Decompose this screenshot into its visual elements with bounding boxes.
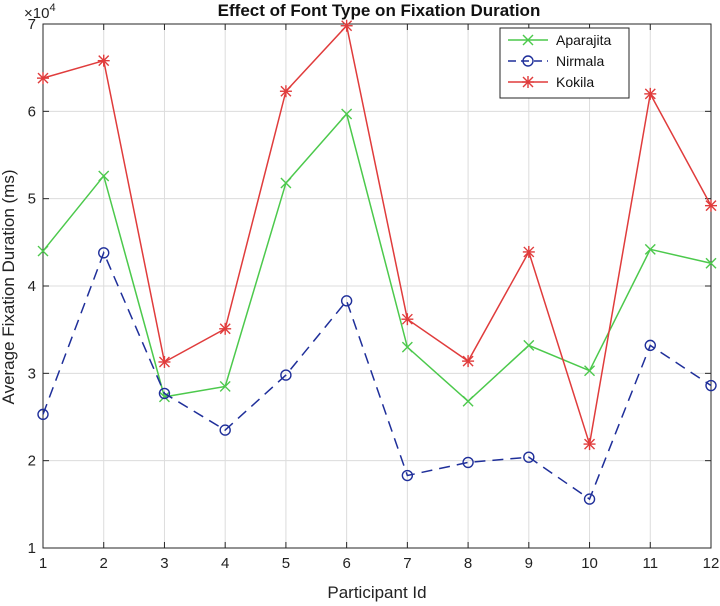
x-tick-label: 3 (160, 555, 168, 572)
x-tick-label: 7 (403, 555, 411, 572)
data-point-asterisk-marker (97, 54, 110, 67)
x-tick-label: 6 (342, 555, 350, 572)
x-tick-label: 8 (464, 555, 472, 572)
data-point-circle-marker (523, 451, 535, 463)
x-tick-label: 12 (703, 555, 720, 572)
legend-label: Nirmala (556, 53, 604, 69)
legend-item: Kokila (508, 74, 594, 90)
y-tick-label: 6 (28, 103, 36, 120)
x-tick-label: 5 (282, 555, 290, 572)
data-point-x-marker (158, 391, 170, 403)
data-point-asterisk-marker (583, 438, 596, 451)
data-point-asterisk-marker (340, 19, 353, 32)
y-axis-label: Average Fixation Duration (ms) (0, 170, 18, 405)
data-point-circle-marker (340, 295, 353, 307)
series-nirmala (37, 247, 717, 505)
x-tick-label: 10 (581, 555, 598, 572)
data-point-x-marker (37, 245, 49, 257)
data-point-asterisk-marker (37, 72, 49, 85)
data-point-x-marker (644, 243, 656, 255)
y-tick-label: 1 (28, 540, 36, 557)
chart-title: Effect of Font Type on Fixation Duration (218, 1, 541, 20)
data-point-circle-marker (37, 408, 49, 421)
y-tick-label: 3 (28, 365, 36, 382)
y-tick-label: 5 (28, 191, 36, 208)
data-point-x-marker (219, 380, 231, 392)
y-exponent-base: ×10 (24, 5, 49, 22)
data-point-x-marker (280, 177, 292, 189)
series-line (42, 24, 712, 445)
data-point-x-marker (401, 341, 413, 353)
data-point-x-marker (341, 108, 353, 120)
legend-label: Aparajita (556, 32, 611, 48)
data-point-circle-marker (98, 247, 110, 259)
legend-circle-marker (522, 55, 534, 67)
data-point-asterisk-marker (644, 87, 657, 100)
y-tick-label: 4 (28, 278, 36, 295)
data-point-asterisk-marker (462, 355, 475, 368)
legend: Aparajita Nirmala Kokila (499, 27, 630, 99)
legend-item: Nirmala (508, 53, 604, 69)
data-point-x-marker (705, 257, 717, 269)
data-point-circle-marker (219, 424, 231, 436)
legend-item: Aparajita (508, 32, 611, 48)
x-tick-label: 4 (221, 555, 229, 572)
data-point-asterisk-marker (401, 313, 414, 326)
x-axis-label: Participant Id (327, 583, 426, 602)
data-point-x-marker (523, 339, 535, 351)
x-tick-label: 11 (642, 555, 658, 572)
data-point-x-marker (584, 365, 596, 377)
data-point-x-marker (462, 395, 474, 407)
data-point-circle-marker (644, 339, 656, 352)
data-point-circle-marker (462, 456, 474, 469)
series-kokila (37, 19, 717, 451)
data-point-asterisk-marker (158, 355, 171, 368)
y-tick-label: 7 (28, 16, 36, 33)
series-line (42, 112, 712, 403)
x-tick-label: 2 (100, 555, 108, 572)
y-tick-label: 2 (28, 453, 36, 470)
data-point-asterisk-marker (705, 199, 717, 212)
series-line (42, 250, 712, 501)
data-point-asterisk-marker (219, 322, 232, 335)
x-tick-label: 1 (39, 555, 47, 572)
legend-label: Kokila (556, 74, 594, 90)
data-point-circle-marker (401, 469, 414, 482)
x-tick-label: 9 (525, 555, 533, 572)
legend-asterisk-marker (522, 76, 534, 88)
data-point-x-marker (98, 170, 110, 182)
series-group (37, 19, 717, 505)
series-aparajita (37, 108, 717, 407)
data-point-circle-marker (158, 387, 171, 400)
y-exponent-label: ×104 (24, 2, 56, 22)
y-exponent-power: 4 (49, 2, 55, 14)
data-point-circle-marker (583, 493, 596, 505)
legend-x-marker (522, 34, 534, 46)
data-point-asterisk-marker (522, 245, 535, 258)
data-point-asterisk-marker (279, 85, 292, 98)
data-point-circle-marker (705, 379, 717, 392)
data-point-circle-marker (280, 369, 292, 381)
